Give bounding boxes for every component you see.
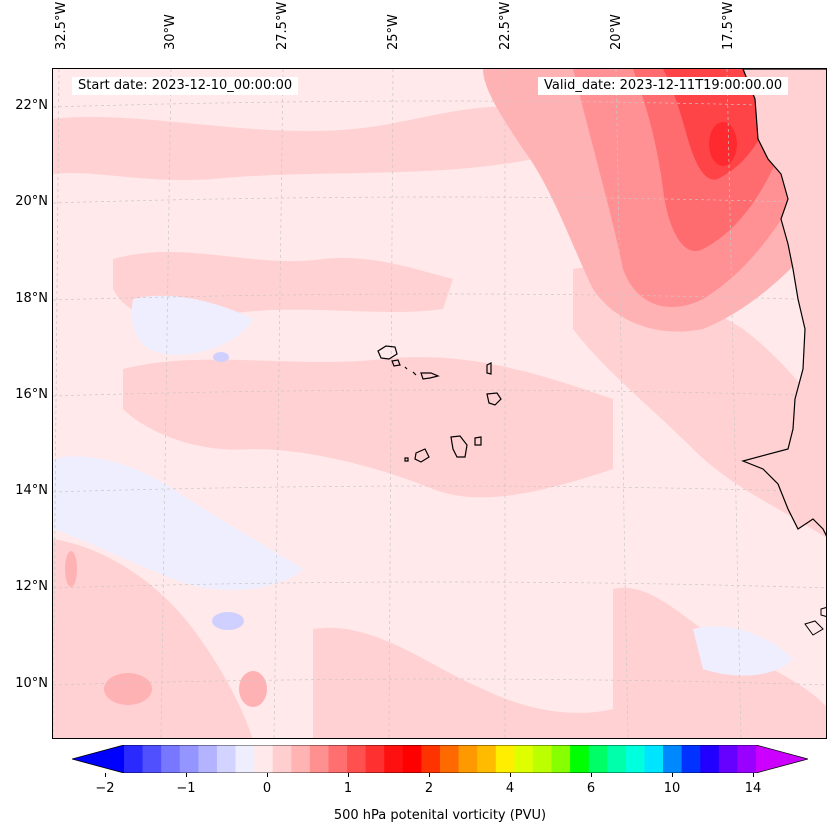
colorbar-tickmark bbox=[186, 773, 187, 777]
pv-contour-low-3 bbox=[693, 626, 793, 676]
lon-label-17-5w: 17.5°W bbox=[721, 1, 736, 50]
colorbar-segment bbox=[737, 745, 757, 773]
colorbar-segment bbox=[625, 745, 645, 773]
colorbar-segment bbox=[216, 745, 237, 773]
colorbar-segment bbox=[124, 745, 144, 773]
pv-contour-mid-5 bbox=[239, 671, 267, 707]
pv-contour-high-3 bbox=[709, 122, 737, 166]
colorbar-tickmark bbox=[672, 773, 673, 777]
colorbar-tick-label: −2 bbox=[95, 781, 115, 796]
colorbar-segment bbox=[309, 745, 329, 773]
pv-contour-low-1 bbox=[53, 456, 303, 590]
colorbar-segment bbox=[477, 745, 497, 773]
colorbar-segment bbox=[644, 745, 664, 773]
colorbar-tick-label: 4 bbox=[505, 781, 515, 796]
pv-contour-low-2 bbox=[131, 295, 253, 355]
lat-label-22n: 22°N bbox=[15, 98, 48, 113]
colorbar-segment bbox=[532, 745, 553, 773]
colorbar-segment bbox=[551, 745, 571, 773]
colorbar-tick-label: 6 bbox=[586, 781, 596, 796]
colorbar-segment bbox=[179, 745, 199, 773]
graticule bbox=[53, 69, 826, 738]
colorbar-extend-high bbox=[756, 745, 808, 773]
colorbar-segment bbox=[347, 745, 367, 773]
colorbar-tickmark bbox=[267, 773, 268, 777]
colorbar bbox=[72, 745, 808, 773]
pv-contour-light-1 bbox=[53, 106, 533, 181]
colorbar-segment bbox=[161, 745, 181, 773]
cape-verde-islands bbox=[377, 345, 502, 463]
lon-label-22-5w: 22.5°W bbox=[498, 1, 513, 50]
valid-date-label: Valid_date: 2023-12-11T19:00:00.00 bbox=[538, 77, 789, 95]
lat-label-12n: 12°N bbox=[15, 579, 48, 594]
colorbar-tickmark bbox=[753, 773, 754, 777]
pv-contour-light-3 bbox=[123, 357, 613, 498]
colorbar-tickmark bbox=[105, 773, 106, 777]
colorbar-segment bbox=[142, 745, 162, 773]
lon-label-27-5w: 27.5°W bbox=[275, 1, 290, 50]
colorbar-segment bbox=[198, 745, 218, 773]
pv-contour-light-4 bbox=[53, 539, 253, 738]
colorbar-segment bbox=[402, 745, 422, 773]
colorbar-tick-label: 14 bbox=[744, 781, 762, 796]
colorbar-extend-low bbox=[72, 745, 124, 773]
lat-label-10n: 10°N bbox=[15, 676, 48, 691]
pv-contour-low-4 bbox=[212, 612, 244, 630]
colorbar-segment bbox=[328, 745, 348, 773]
colorbar-segment bbox=[254, 745, 274, 773]
colorbar-segment bbox=[440, 745, 460, 773]
colorbar-tickmark bbox=[510, 773, 511, 777]
africa-coastline bbox=[741, 69, 826, 537]
colorbar-segment bbox=[495, 745, 515, 773]
colorbar-segment bbox=[272, 745, 292, 773]
colorbar-segment bbox=[458, 745, 478, 773]
colorbar-tickmark bbox=[348, 773, 349, 777]
pv-contour-mid-4 bbox=[104, 673, 152, 705]
colorbar-tickmark bbox=[591, 773, 592, 777]
bissagos-islands bbox=[804, 607, 826, 636]
pv-contour-low-5 bbox=[213, 352, 229, 362]
colorbar-tick-label: 0 bbox=[262, 781, 272, 796]
colorbar-segment bbox=[663, 745, 683, 773]
colorbar-tick-label: 2 bbox=[424, 781, 434, 796]
colorbar-segment bbox=[570, 745, 590, 773]
lon-label-30w: 30°W bbox=[163, 14, 178, 50]
lat-label-16n: 16°N bbox=[15, 387, 48, 402]
colorbar-segment bbox=[514, 745, 534, 773]
colorbar-tick-label: 1 bbox=[343, 781, 353, 796]
colorbar-segment bbox=[607, 745, 627, 773]
colorbar-tickmark bbox=[429, 773, 430, 777]
colorbar-segment bbox=[384, 745, 404, 773]
colorbar-segment bbox=[291, 745, 311, 773]
colorbar-tick-label: −1 bbox=[176, 781, 196, 796]
colorbar-title: 500 hPa potenital vorticity (PVU) bbox=[333, 808, 547, 823]
start-date-label: Start date: 2023-12-10_00:00:00 bbox=[72, 77, 299, 95]
colorbar-segment bbox=[365, 745, 385, 773]
lat-label-14n: 14°N bbox=[15, 483, 48, 498]
colorbar-tick-label: 10 bbox=[663, 781, 681, 796]
pv-field-map bbox=[53, 69, 826, 738]
pv-contour-light-5 bbox=[313, 627, 651, 738]
lon-label-32-5w: 32.5°W bbox=[54, 1, 69, 50]
pv-contour-light-7 bbox=[573, 267, 826, 538]
colorbar-segment bbox=[718, 745, 738, 773]
colorbar-segment bbox=[681, 745, 701, 773]
colorbar-segment bbox=[588, 745, 608, 773]
lon-label-20w: 20°W bbox=[609, 14, 624, 50]
colorbar-segment bbox=[421, 745, 441, 773]
colorbar-segment bbox=[700, 745, 720, 773]
colorbar-segment bbox=[235, 745, 255, 773]
lon-label-25w: 25°W bbox=[386, 14, 401, 50]
lat-label-18n: 18°N bbox=[15, 291, 48, 306]
map-panel[interactable] bbox=[52, 68, 827, 739]
pv-contour-mid-3 bbox=[65, 551, 77, 587]
lat-label-20n: 20°N bbox=[15, 194, 48, 209]
